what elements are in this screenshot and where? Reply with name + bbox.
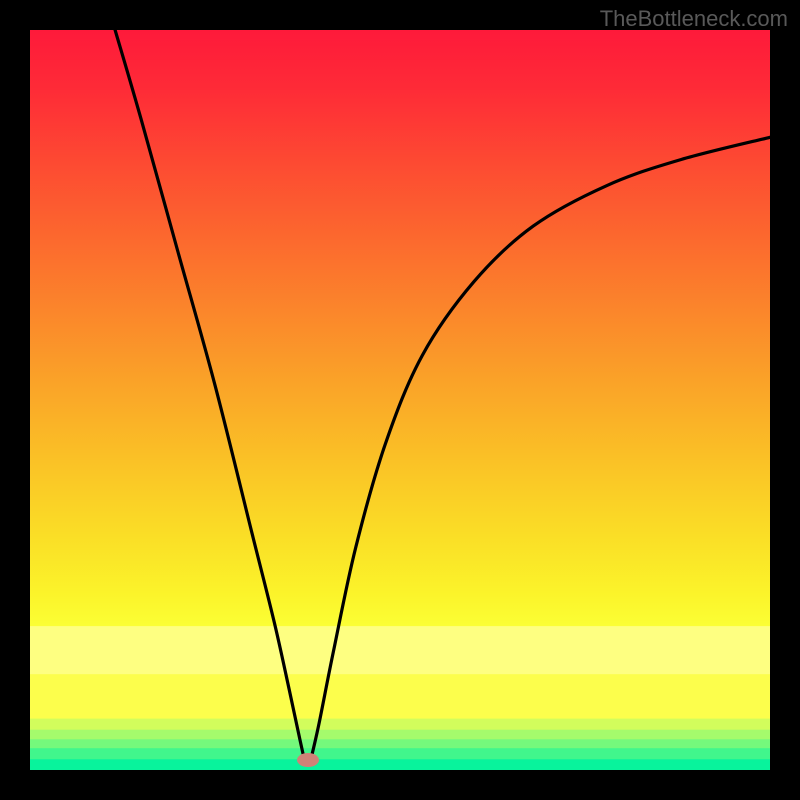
optimal-marker: [297, 753, 319, 767]
bottleneck-curve: [30, 30, 770, 770]
attribution-text: TheBottleneck.com: [600, 6, 788, 32]
plot-area: [30, 30, 770, 770]
chart-container: { "canvas": { "width": 800, "height": 80…: [0, 0, 800, 800]
